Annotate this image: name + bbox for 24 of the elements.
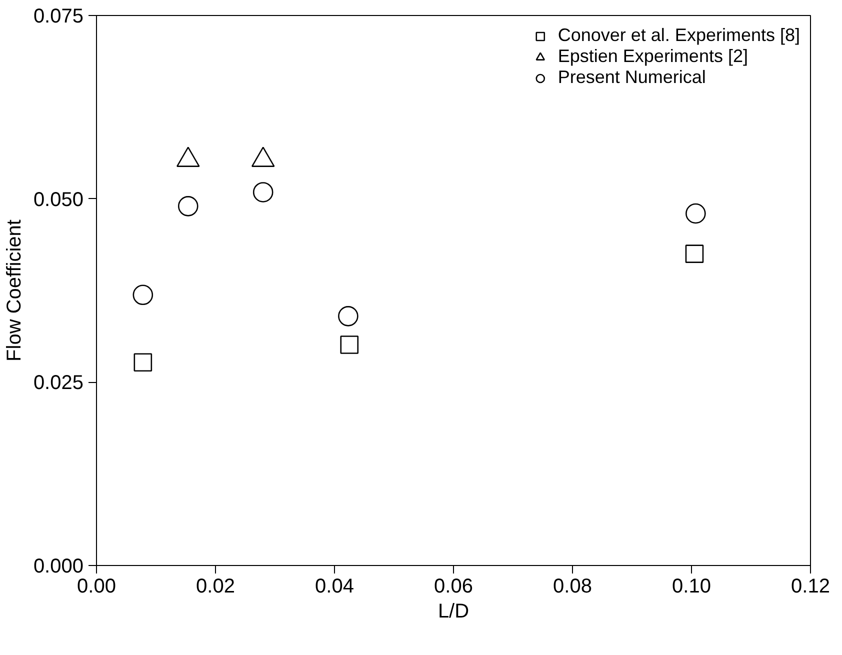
point [686,203,706,224]
point [178,196,198,216]
x-tick-label: 0.06 [434,576,473,598]
legend-label: Present Numerical [558,67,706,88]
x-tick-label: 0.00 [77,576,116,598]
y-axis-title: Flow Coefficient [3,219,26,362]
point [340,336,359,354]
x-axis-title: L/D [438,600,470,622]
point [134,353,152,372]
x-tick-label: 0.10 [672,576,711,598]
x-tick-label: 0.04 [315,576,354,598]
x-tick-label: 0.12 [791,576,830,598]
legend-label: Conover et al. Experiments [8] [558,25,800,46]
legend-label: Epstien Experiments [2] [558,46,748,67]
point [252,182,274,202]
x-tick-label: 0.02 [196,576,235,598]
point [338,306,358,326]
y-tick-label: 0.025 [33,372,84,394]
point [685,244,704,263]
y-tick-label: 0.075 [33,6,84,28]
point [132,284,154,306]
x-tick-label: 0.08 [553,576,592,598]
y-tick-label: 0.050 [33,188,84,211]
y-tick-label: 0.000 [33,556,84,578]
